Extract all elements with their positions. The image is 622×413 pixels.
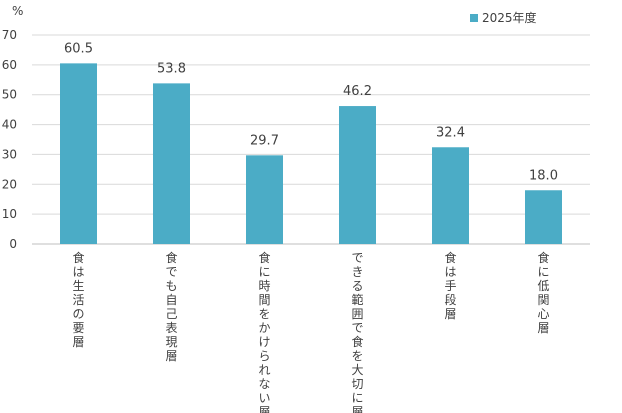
- bar: [246, 155, 283, 244]
- legend-swatch: [470, 14, 478, 22]
- data-label: 18.0: [529, 168, 558, 183]
- category-label: 食に低関心層: [537, 250, 549, 335]
- bar: [153, 83, 190, 245]
- data-label: 60.5: [64, 41, 93, 56]
- y-tick-label: 20: [2, 177, 17, 191]
- y-tick-label: 0: [9, 237, 17, 251]
- y-tick-label: 50: [2, 88, 17, 102]
- y-tick-label: 40: [2, 118, 17, 132]
- y-tick-label: 10: [2, 207, 17, 221]
- data-labels: 60.5 53.8 29.7 46.2 32.4 18.0: [64, 41, 558, 183]
- category-label: できる範囲で食を大切に層: [351, 251, 363, 413]
- category-label: 食は生活の要層: [72, 250, 84, 349]
- bar: [339, 106, 376, 244]
- category-label: 食でも自己表現層: [165, 250, 177, 363]
- bars: [60, 63, 562, 245]
- bar: [525, 190, 562, 244]
- legend-label: 2025年度: [482, 10, 537, 25]
- y-axis-tick-labels: 0 10 20 30 40 50 60 70: [2, 28, 17, 251]
- category-label: 食に時間をかけられない層: [258, 250, 270, 413]
- category-label: 食は手段層: [444, 250, 456, 321]
- y-tick-label: 70: [2, 28, 17, 42]
- bar: [432, 147, 469, 244]
- data-label: 32.4: [436, 125, 465, 140]
- x-axis-category-labels: 食は生活の要層 食でも自己表現層 食に時間をかけられない層 できる範囲で食を大切に層 食…: [72, 250, 549, 413]
- gridlines: [32, 34, 590, 245]
- data-label: 29.7: [250, 133, 279, 148]
- y-axis-unit-label: %: [12, 4, 23, 18]
- bar: [60, 63, 97, 244]
- data-label: 53.8: [157, 61, 186, 76]
- legend: 2025年度: [470, 10, 537, 25]
- data-label: 46.2: [343, 84, 372, 99]
- y-tick-label: 60: [2, 58, 17, 72]
- y-tick-label: 30: [2, 147, 17, 161]
